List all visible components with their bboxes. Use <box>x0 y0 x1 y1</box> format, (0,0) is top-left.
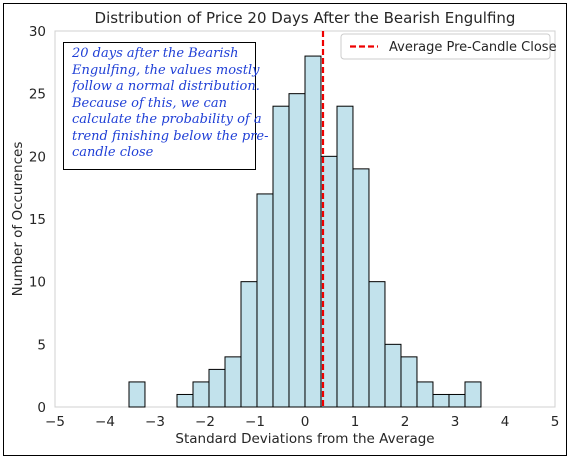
histogram-bar <box>240 281 258 408</box>
histogram-bar <box>128 381 146 408</box>
histogram-bar <box>192 381 210 408</box>
histogram-bar <box>208 368 226 408</box>
chart-title: Distribution of Price 20 Days After the … <box>95 9 516 27</box>
y-tick-label: 15 <box>29 212 46 228</box>
y-tick-label: 5 <box>37 337 46 353</box>
y-axis-label: Number of Occurences <box>10 142 26 297</box>
x-tick-label: −1 <box>245 414 265 430</box>
y-tick-label: 20 <box>29 149 46 165</box>
histogram-bar <box>256 193 274 408</box>
histogram-bar <box>384 343 402 408</box>
histogram-bar <box>416 381 434 408</box>
legend-box <box>340 33 551 60</box>
y-tick-label: 25 <box>29 87 46 103</box>
histogram-bar <box>448 393 466 408</box>
annotation-box: 20 days after the Bearish Engulfing, the… <box>63 42 269 170</box>
histogram-bar <box>224 356 242 408</box>
annotation-line: follow a normal distribution. <box>72 79 260 94</box>
histogram-bars <box>128 55 482 408</box>
histogram-bar <box>400 356 418 408</box>
x-axis-label: Standard Deviations from the Average <box>175 431 434 447</box>
annotation-line: candle close <box>72 145 154 160</box>
x-tick-label: 5 <box>551 414 560 430</box>
x-tick-label: 2 <box>401 414 410 430</box>
annotation-line: Because of this, we can <box>72 95 227 111</box>
annotation-line: 20 days after the Bearish <box>72 46 239 61</box>
x-tick-label: −5 <box>45 414 65 430</box>
histogram-bar <box>464 381 482 408</box>
y-tick-label: 10 <box>29 275 46 291</box>
x-tick-label: 3 <box>451 414 460 430</box>
histogram-bar <box>336 105 354 408</box>
x-tick-label: −3 <box>145 414 165 430</box>
histogram-bar <box>432 393 450 408</box>
x-tick-label: −4 <box>95 414 115 430</box>
y-tick-label: 30 <box>29 24 46 40</box>
legend: Average Pre-Candle Close <box>340 33 557 60</box>
x-tick-label: 0 <box>301 414 310 430</box>
x-tick-labels: −5 −4 −3 −2 −1 0 1 2 3 4 5 <box>45 414 559 430</box>
histogram-bar <box>304 55 322 408</box>
y-tick-labels: 0 5 10 15 20 25 30 <box>29 24 46 416</box>
annotation-line: Engulfing, the values mostly <box>72 62 260 78</box>
histogram-bar <box>272 105 290 408</box>
annotation-line: trend finishing below the pre- <box>72 128 269 144</box>
histogram-bar <box>352 168 370 408</box>
x-tick-label: 4 <box>501 414 510 430</box>
legend-entry-label: Average Pre-Candle Close <box>389 40 557 55</box>
histogram-bar <box>176 393 194 408</box>
y-tick-label: 0 <box>37 400 46 416</box>
x-tick-label: −2 <box>195 414 215 430</box>
histogram-bar <box>288 93 306 408</box>
histogram-bar <box>368 281 386 408</box>
annotation-line: calculate the probability of a <box>72 112 262 127</box>
x-tick-label: 1 <box>351 414 360 430</box>
